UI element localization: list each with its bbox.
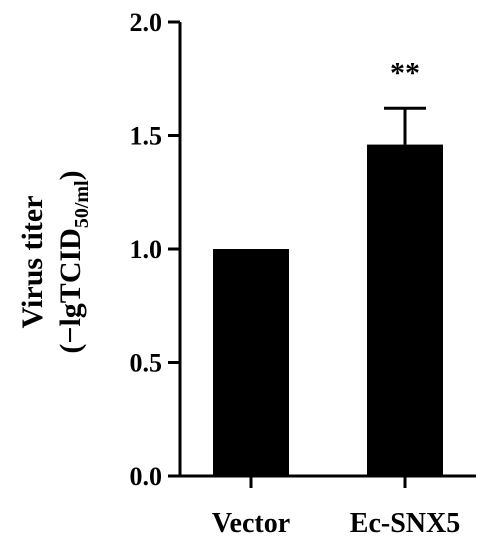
y-axis-title-main: (−lgTCID xyxy=(54,228,87,353)
x-category-label: Vector xyxy=(212,508,290,539)
y-tick-label: 0.0 xyxy=(130,462,163,491)
y-axis-title-line-1: Virus titer xyxy=(16,195,49,328)
y-tick-label: 2.0 xyxy=(130,8,163,37)
y-axis-title-subscript: 50/ml xyxy=(71,180,93,228)
bar xyxy=(367,144,443,476)
y-axis-title-end: ) xyxy=(54,170,87,180)
y-tick-label: 1.5 xyxy=(130,122,163,151)
x-category-labels: Vector Ec-SNX5 xyxy=(212,476,460,539)
y-tick-label: 1.0 xyxy=(130,235,163,264)
significance-marker: ** xyxy=(390,56,420,89)
bar xyxy=(213,249,289,476)
y-axis-title-line-2: (−lgTCID50/ml) xyxy=(54,170,93,353)
y-tick-label: 0.5 xyxy=(130,349,163,378)
y-ticks: 0.0 0.5 1.0 1.5 2.0 xyxy=(130,8,180,491)
y-axis-title: Virus titer (−lgTCID50/ml) xyxy=(16,170,93,353)
bars: ** xyxy=(213,56,443,476)
x-category-label: Ec-SNX5 xyxy=(350,508,460,539)
